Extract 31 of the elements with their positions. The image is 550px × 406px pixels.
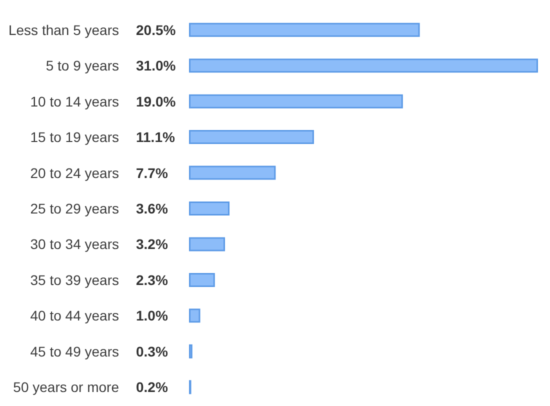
y-tick-label: 10 to 14 years [30,93,119,110]
bar [189,58,538,73]
data-label: 20.5% [136,22,176,38]
y-tick-label: 35 to 39 years [30,272,119,288]
bar [189,94,403,108]
y-tick-label: 25 to 29 years [30,200,119,216]
data-label: 1.0% [136,308,168,324]
data-label: 19.0% [136,93,176,110]
data-label: 3.6% [136,200,168,216]
y-tick-label: Less than 5 years [8,22,119,38]
bar [189,130,314,144]
data-label: 31.0% [136,58,176,74]
y-tick-label: 20 to 24 years [30,164,119,181]
bar [189,308,200,323]
y-tick-label: 15 to 19 years [30,129,119,146]
bar [189,272,215,287]
data-label: 11.1% [136,129,176,146]
bar [189,237,226,252]
data-label: 3.2% [136,236,168,252]
y-tick-label: 50 years or more [13,379,120,396]
bar [189,22,420,37]
y-tick-label: 45 to 49 years [30,343,119,360]
data-label: 0.3% [136,343,168,360]
bar [189,166,276,180]
data-label: 0.2% [136,379,168,396]
data-label: 7.7% [136,164,168,181]
bar [189,202,230,216]
y-tick-label: 40 to 44 years [30,308,119,324]
data-label: 2.3% [136,272,168,288]
y-tick-label: 30 to 34 years [30,236,119,252]
y-tick-label: 5 to 9 years [46,58,119,74]
